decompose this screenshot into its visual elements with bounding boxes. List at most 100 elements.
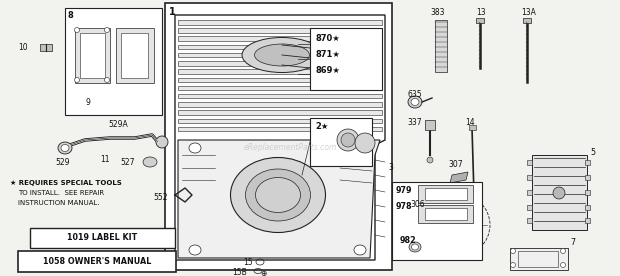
Ellipse shape bbox=[412, 244, 418, 250]
Ellipse shape bbox=[341, 133, 355, 147]
Bar bbox=[518, 251, 558, 267]
Text: 635: 635 bbox=[407, 90, 422, 99]
Text: TO INSTALL.  SEE REPAIR: TO INSTALL. SEE REPAIR bbox=[18, 190, 104, 196]
Ellipse shape bbox=[254, 44, 309, 66]
Text: 383: 383 bbox=[430, 8, 445, 17]
Ellipse shape bbox=[337, 129, 359, 151]
Ellipse shape bbox=[246, 169, 311, 221]
Bar bbox=[392, 182, 482, 260]
Text: 870★: 870★ bbox=[315, 34, 340, 43]
Bar bbox=[75, 28, 110, 83]
Text: 11: 11 bbox=[100, 155, 110, 164]
Bar bbox=[532, 155, 587, 230]
Text: 7: 7 bbox=[570, 238, 575, 247]
Text: 2★: 2★ bbox=[315, 122, 329, 131]
Text: 13: 13 bbox=[476, 8, 485, 17]
Ellipse shape bbox=[408, 96, 422, 108]
Bar bbox=[418, 185, 473, 203]
Text: 869★: 869★ bbox=[315, 66, 340, 75]
Bar bbox=[178, 45, 382, 49]
Bar bbox=[178, 61, 382, 66]
Text: INSTRUCTION MANUAL.: INSTRUCTION MANUAL. bbox=[18, 200, 100, 206]
Text: eReplacementParts.com: eReplacementParts.com bbox=[243, 144, 337, 153]
Bar bbox=[65, 8, 162, 115]
Bar bbox=[585, 190, 590, 195]
Ellipse shape bbox=[242, 38, 322, 73]
Bar bbox=[310, 28, 382, 90]
Text: 3: 3 bbox=[388, 163, 393, 172]
Bar bbox=[80, 33, 105, 78]
Ellipse shape bbox=[354, 245, 366, 255]
Ellipse shape bbox=[409, 242, 421, 252]
Ellipse shape bbox=[560, 248, 565, 253]
Bar bbox=[178, 36, 382, 41]
Text: 5: 5 bbox=[590, 148, 595, 157]
Text: 10: 10 bbox=[18, 44, 28, 52]
Text: 9: 9 bbox=[86, 98, 91, 107]
Ellipse shape bbox=[74, 28, 79, 33]
Ellipse shape bbox=[427, 157, 433, 163]
Ellipse shape bbox=[355, 133, 375, 153]
Bar bbox=[178, 69, 382, 74]
Ellipse shape bbox=[189, 143, 201, 153]
Bar bbox=[523, 18, 531, 23]
Text: 982: 982 bbox=[400, 236, 417, 245]
Polygon shape bbox=[175, 15, 385, 260]
Bar bbox=[310, 118, 372, 166]
Bar bbox=[18, 251, 176, 272]
Bar bbox=[178, 86, 382, 90]
Text: 13A: 13A bbox=[521, 8, 536, 17]
Ellipse shape bbox=[58, 142, 72, 154]
Text: 529A: 529A bbox=[108, 120, 128, 129]
Bar bbox=[165, 3, 392, 270]
Ellipse shape bbox=[255, 177, 301, 213]
Text: 979: 979 bbox=[396, 186, 412, 195]
Bar bbox=[527, 190, 532, 195]
Polygon shape bbox=[178, 140, 380, 258]
Bar bbox=[178, 102, 382, 107]
Bar bbox=[121, 33, 148, 78]
Text: 529: 529 bbox=[55, 158, 69, 167]
Ellipse shape bbox=[553, 187, 565, 199]
Ellipse shape bbox=[510, 248, 515, 253]
Text: ★ REQUIRES SPECIAL TOOLS: ★ REQUIRES SPECIAL TOOLS bbox=[10, 180, 122, 186]
Bar bbox=[178, 53, 382, 57]
Bar bbox=[40, 44, 52, 51]
Bar bbox=[527, 160, 532, 165]
Bar bbox=[527, 218, 532, 223]
Bar bbox=[585, 175, 590, 180]
Text: ⊕: ⊕ bbox=[260, 269, 267, 276]
Ellipse shape bbox=[105, 28, 110, 33]
Ellipse shape bbox=[74, 78, 79, 83]
Ellipse shape bbox=[231, 158, 326, 232]
Ellipse shape bbox=[105, 78, 110, 83]
Bar bbox=[527, 175, 532, 180]
Text: 15: 15 bbox=[243, 258, 253, 267]
Bar bbox=[510, 248, 568, 270]
Bar bbox=[527, 205, 532, 210]
Bar bbox=[178, 119, 382, 123]
Ellipse shape bbox=[411, 99, 419, 105]
Bar bbox=[178, 78, 382, 82]
Text: 307: 307 bbox=[448, 160, 463, 169]
Bar bbox=[425, 120, 435, 130]
Bar bbox=[418, 205, 473, 223]
Ellipse shape bbox=[156, 136, 168, 148]
Bar bbox=[178, 94, 382, 99]
Bar bbox=[425, 188, 467, 200]
Text: 1: 1 bbox=[169, 7, 175, 17]
Bar bbox=[469, 125, 476, 130]
Bar bbox=[585, 218, 590, 223]
Text: 337: 337 bbox=[407, 118, 422, 127]
Text: 306: 306 bbox=[410, 200, 425, 209]
Text: 15B: 15B bbox=[232, 268, 247, 276]
Text: 871★: 871★ bbox=[315, 50, 340, 59]
Text: 1019 LABEL KIT: 1019 LABEL KIT bbox=[67, 233, 137, 243]
Text: 8: 8 bbox=[68, 11, 74, 20]
Bar bbox=[116, 28, 154, 83]
Ellipse shape bbox=[143, 157, 157, 167]
Text: 978: 978 bbox=[396, 202, 413, 211]
Ellipse shape bbox=[189, 245, 201, 255]
Bar bbox=[585, 160, 590, 165]
Ellipse shape bbox=[354, 143, 366, 153]
